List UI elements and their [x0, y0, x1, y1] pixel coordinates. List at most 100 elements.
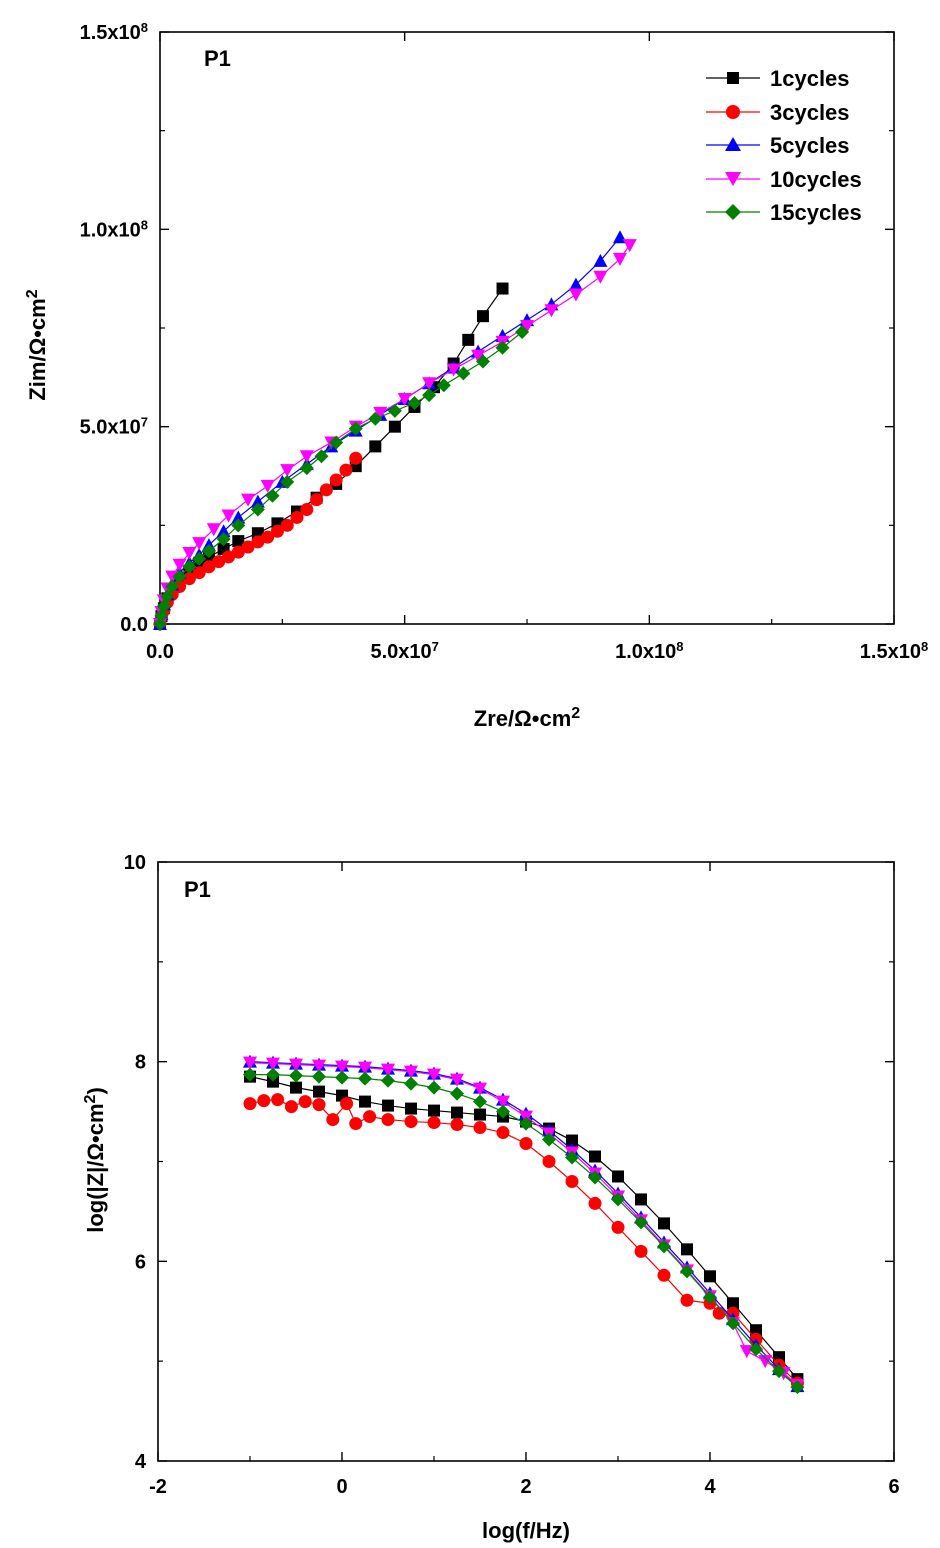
data-point-15cycles: [634, 1215, 648, 1230]
data-point-5cycles: [593, 253, 608, 267]
nyquist-panel-label: P1: [204, 46, 231, 71]
x-tick-label: 1.5x108: [860, 639, 928, 664]
series-15cycles: [153, 324, 530, 631]
data-point-10cycles: [381, 1063, 395, 1077]
data-point-10cycles: [221, 509, 236, 523]
bode-x-axis-title: log(f/Hz): [482, 1518, 570, 1543]
data-point-3cycles: [363, 1110, 377, 1124]
data-point-3cycles: [261, 530, 275, 544]
data-point-3cycles: [634, 1244, 648, 1258]
bode-y-axis-title: log(|Z|/Ω•cm2): [82, 1087, 109, 1233]
data-point-15cycles: [201, 543, 216, 558]
data-point-3cycles: [340, 1097, 354, 1111]
series-10cycles: [243, 1056, 805, 1393]
data-point-3cycles: [496, 1126, 510, 1140]
data-point-15cycles: [335, 1070, 349, 1085]
data-point-1cycles: [313, 1085, 325, 1098]
series-3cycles: [243, 1093, 804, 1390]
data-point-15cycles: [172, 569, 187, 584]
legend-item-15cycles: 15cycles: [706, 200, 862, 225]
y-tick-label: 10: [124, 852, 146, 874]
data-point-10cycles: [612, 252, 627, 266]
data-point-15cycles: [265, 488, 280, 503]
series-5cycles: [243, 1054, 805, 1393]
data-point-3cycles: [319, 483, 333, 497]
data-point-1cycles: [232, 535, 245, 548]
data-point-15cycles: [680, 1264, 694, 1279]
data-point-1cycles: [462, 333, 475, 346]
data-point-10cycles: [471, 349, 486, 363]
data-point-3cycles: [243, 1097, 257, 1111]
legend-item-1cycles: 1cycles: [706, 66, 850, 91]
data-point-10cycles: [243, 1056, 257, 1070]
data-point-15cycles: [772, 1364, 786, 1379]
data-point-3cycles: [251, 535, 265, 549]
y-tick-label: 0.0: [120, 614, 148, 636]
data-point-10cycles: [422, 377, 437, 391]
data-point-10cycles: [312, 1059, 326, 1073]
legend-label-1cycles: 1cycles: [770, 66, 850, 91]
series-line-5cycles: [249, 1061, 798, 1387]
legend-marker-triangle-down-icon: [725, 172, 741, 186]
data-point-10cycles: [192, 537, 207, 551]
data-point-3cycles: [450, 1118, 464, 1132]
nyquist-series-layer: [153, 230, 637, 631]
data-point-3cycles: [473, 1121, 487, 1135]
data-point-1cycles: [428, 1104, 440, 1117]
legend-label-10cycles: 10cycles: [770, 167, 862, 192]
data-point-15cycles: [289, 1068, 303, 1083]
data-point-15cycles: [348, 421, 363, 436]
series-3cycles: [153, 451, 363, 631]
data-point-3cycles: [284, 1100, 298, 1114]
bode-y-ticks: 4 6 8 10: [124, 852, 894, 1473]
data-point-3cycles: [192, 566, 206, 580]
data-point-3cycles: [349, 451, 363, 465]
data-point-15cycles: [153, 617, 167, 631]
data-point-3cycles: [657, 1268, 671, 1282]
data-point-3cycles: [588, 1196, 602, 1210]
data-point-1cycles: [635, 1193, 647, 1206]
data-point-15cycles: [475, 354, 490, 369]
data-point-1cycles: [451, 1106, 463, 1119]
series-10cycles: [153, 239, 637, 631]
data-point-15cycles: [495, 340, 510, 355]
data-point-10cycles: [520, 320, 534, 334]
data-point-1cycles: [290, 1081, 302, 1094]
data-point-3cycles: [542, 1155, 556, 1168]
data-point-1cycles: [405, 1102, 417, 1115]
data-point-1cycles: [658, 1217, 670, 1230]
data-point-15cycles: [657, 1239, 671, 1254]
data-point-15cycles: [243, 1067, 257, 1082]
data-point-15cycles: [496, 1104, 510, 1119]
data-point-15cycles: [436, 378, 451, 393]
data-point-3cycles: [241, 540, 255, 554]
data-point-15cycles: [387, 403, 402, 418]
x-tick-label: 5.0x107: [370, 639, 438, 664]
data-point-15cycles: [314, 449, 329, 464]
data-point-1cycles: [476, 310, 489, 323]
data-point-10cycles: [404, 1065, 418, 1079]
data-point-3cycles: [231, 545, 245, 559]
x-tick-label: 0: [336, 1476, 347, 1498]
data-point-10cycles: [568, 288, 583, 302]
y-tick-label: 4: [135, 1451, 147, 1473]
data-point-15cycles: [299, 461, 314, 476]
nyquist-legend: 1cycles 3cycles 5cycles 10cycles 15cycle: [706, 66, 862, 225]
data-point-3cycles: [270, 524, 284, 538]
x-tick-label: -2: [149, 1476, 167, 1498]
data-point-5cycles: [568, 277, 583, 291]
data-point-15cycles: [422, 388, 437, 403]
data-point-10cycles: [182, 546, 197, 560]
data-point-10cycles: [450, 1073, 464, 1087]
data-point-1cycles: [369, 440, 382, 453]
nyquist-x-axis-title: Zre/Ω•cm2: [474, 705, 581, 732]
nyquist-chart: P1 0.0 5.0x107 1.0x108 1.5x108 0.0 5.0x107 1.…: [24, 20, 929, 732]
data-point-10cycles: [299, 450, 314, 464]
x-tick-label: 1.0x108: [615, 639, 683, 664]
data-point-10cycles: [172, 558, 187, 572]
data-point-15cycles: [565, 1150, 579, 1165]
nyquist-y-axis-title: Zim/Ω•cm2: [24, 289, 51, 400]
data-point-15cycles: [182, 559, 197, 574]
data-point-1cycles: [750, 1324, 762, 1337]
